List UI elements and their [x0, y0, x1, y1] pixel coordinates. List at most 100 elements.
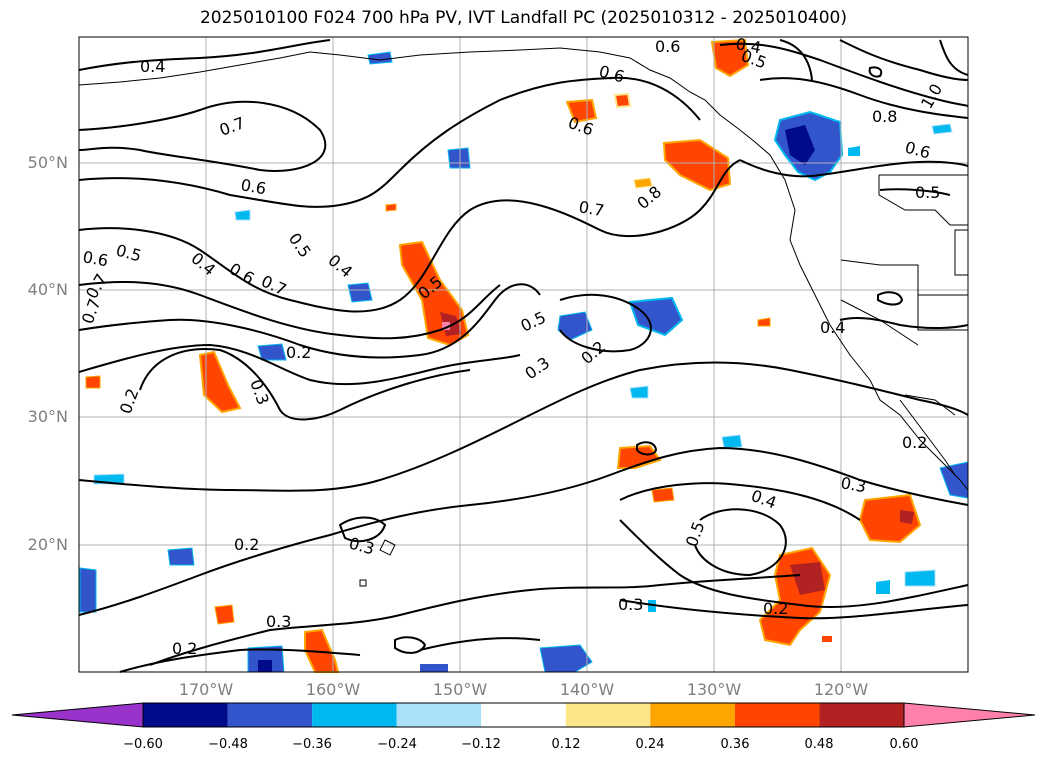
contour-label: 0.5: [518, 308, 549, 336]
positive-anomaly-patch: [710, 38, 750, 78]
colorbar-tick-label: −0.60: [123, 737, 163, 752]
colorbar-tick-label: 0.36: [720, 737, 750, 752]
contour-label: 0.4: [187, 249, 219, 280]
colorbar-extend-min: [11, 702, 144, 728]
contour-label: 0.8: [872, 107, 897, 126]
negative-anomaly-patch: [939, 461, 969, 499]
lon-label-160w: 160°W: [305, 680, 361, 699]
contour-label: 0.3: [266, 612, 291, 631]
colorbar-tick-label: −0.24: [377, 737, 417, 752]
lat-label-30n: 30°N: [27, 407, 68, 426]
contour-label: 0.3: [521, 353, 553, 383]
colorbar-extend-max: [903, 702, 1036, 728]
contour-label: 0.5: [114, 241, 144, 266]
shading-layer: [79, 38, 969, 673]
negative-anomaly-patch: [904, 569, 936, 587]
contour-label: 0.7: [258, 271, 289, 299]
chart-title: 2025010100 F024 700 hPa PV, IVT Landfall…: [199, 8, 847, 28]
lat-label-20n: 20°N: [27, 535, 68, 554]
colorbar-tick-label: 0.12: [551, 737, 581, 752]
contour-label: 0.6: [655, 37, 680, 56]
negative-anomaly-patch: [648, 600, 656, 612]
positive-anomaly-patch: [900, 510, 914, 524]
positive-anomaly-patch: [565, 98, 598, 124]
lon-label-170w: 170°W: [178, 680, 234, 699]
lat-label-50n: 50°N: [27, 153, 68, 172]
positive-anomaly-patch: [385, 203, 397, 212]
negative-anomaly-patch: [628, 296, 684, 337]
positive-anomaly-patch: [616, 444, 662, 469]
positive-anomaly-patch: [613, 92, 632, 109]
contour-label: 0.6: [903, 138, 933, 163]
contour-label: 0.4: [140, 57, 165, 76]
colorbar-segment: [650, 703, 735, 727]
positive-anomaly-patch: [822, 636, 832, 642]
contour-label: 0.3: [246, 377, 273, 407]
positive-anomaly-patch: [198, 350, 242, 414]
negative-anomaly-patch: [539, 644, 593, 673]
negative-anomaly-patch: [347, 282, 373, 303]
gridlines: [79, 37, 968, 672]
negative-anomaly-patch: [876, 580, 890, 594]
contour-label: 0.4: [324, 251, 356, 282]
contour-label: 1.0: [917, 80, 946, 112]
negative-anomaly-patch: [367, 51, 393, 65]
contour-label: 0.5: [915, 183, 940, 202]
colorbar: [11, 702, 1036, 728]
map-frame: [78, 36, 969, 673]
contour-label: 0.2: [763, 599, 788, 618]
lat-label-40n: 40°N: [27, 280, 68, 299]
contour-label: 0.6: [81, 247, 109, 270]
colorbar-segment: [481, 703, 566, 727]
lon-label-150w: 150°W: [432, 680, 488, 699]
lon-label-130w: 130°W: [686, 680, 742, 699]
negative-anomaly-patch: [931, 123, 953, 135]
contour-label: 0.2: [577, 337, 609, 368]
negative-anomaly-patch: [257, 343, 287, 361]
contour-label: 0.4: [734, 34, 762, 57]
colorbar-segment: [143, 703, 228, 727]
contour-label: 0.7: [217, 113, 247, 140]
colorbar-segment: [565, 703, 651, 727]
negative-anomaly-patch: [848, 146, 860, 156]
colorbar-segment: [396, 703, 482, 727]
contour-label: 0.2: [902, 433, 927, 452]
colorbar-tick-label: 0.48: [804, 737, 834, 752]
negative-anomaly-patch: [557, 311, 593, 341]
colorbar-tick-label: 0.24: [635, 737, 665, 752]
contour-label: 0.2: [172, 639, 197, 658]
contour-label: 0.3: [839, 473, 867, 496]
coastlines: [78, 47, 969, 587]
negative-anomaly-patch: [234, 209, 251, 221]
negative-anomaly-patch: [420, 664, 448, 672]
contour-label: 0.2: [116, 386, 143, 416]
contour-label: 0.2: [286, 343, 311, 362]
contour-label: 0.4: [820, 318, 845, 337]
pv-contours: [78, 39, 969, 673]
contour-label: 0.2: [234, 535, 259, 554]
lon-label-120w: 120°W: [813, 680, 869, 699]
colorbar-tick-label: −0.12: [461, 737, 501, 752]
colorbar-frame: [142, 702, 905, 728]
contour-label: 0.6: [226, 259, 258, 288]
colorbar-tick-label: 0.60: [889, 737, 919, 752]
colorbar-segment: [312, 703, 397, 727]
contour-label: 0.6: [597, 62, 627, 87]
colorbar-tick-label: −0.48: [208, 737, 248, 752]
lon-label-140w: 140°W: [559, 680, 615, 699]
colorbar-tick-label: −0.36: [292, 737, 332, 752]
contour-label: 0.3: [618, 595, 643, 614]
negative-anomaly-patch: [721, 434, 743, 449]
contour-label: 0.7: [78, 296, 105, 326]
positive-anomaly-patch: [757, 317, 771, 327]
positive-anomaly-patch: [633, 177, 653, 189]
negative-anomaly-patch: [785, 125, 815, 165]
contour-label: 0.7: [577, 197, 605, 220]
negative-anomaly-patch: [258, 660, 272, 672]
positive-anomaly-patch: [85, 375, 101, 389]
negative-anomaly-patch: [629, 385, 649, 399]
contour-label: 0.6: [239, 175, 267, 198]
contour-label: 0.3: [347, 534, 377, 559]
positive-anomaly-patch: [651, 487, 675, 503]
